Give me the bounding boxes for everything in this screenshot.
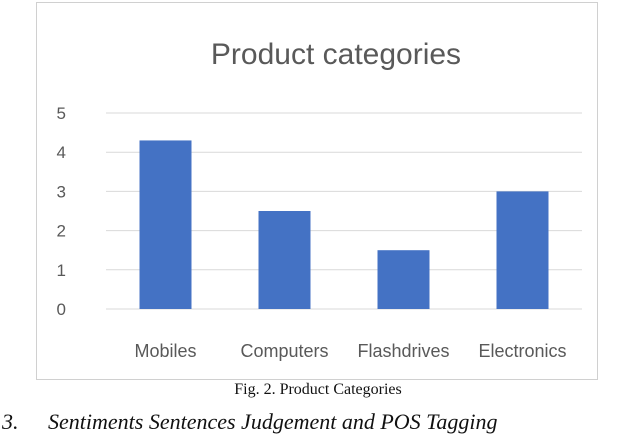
x-tick-label: Computers xyxy=(240,341,328,361)
bar-mobiles xyxy=(139,140,192,309)
y-tick-label: 2 xyxy=(57,222,66,241)
section-title: Sentiments Sentences Judgement and POS T… xyxy=(48,409,498,434)
bar-electronics xyxy=(496,191,549,309)
section-number: 3. xyxy=(2,409,19,434)
bar-chart: Product categories 0 1 2 3 4 5 Mobiles Computers… xyxy=(57,38,582,361)
y-tick-label: 4 xyxy=(57,143,66,162)
x-tick-label: Electronics xyxy=(478,341,566,361)
bar-computers xyxy=(258,211,311,309)
y-tick-label: 1 xyxy=(57,261,66,280)
chart-title: Product categories xyxy=(211,38,461,71)
figure-caption: Fig. 2. Product Categories xyxy=(234,381,402,398)
x-tick-label: Mobiles xyxy=(134,341,196,361)
x-tick-label: Flashdrives xyxy=(357,341,449,361)
y-tick-label: 5 xyxy=(57,104,66,123)
bar-flashdrives xyxy=(377,250,430,309)
y-tick-label: 3 xyxy=(57,182,66,201)
y-tick-label: 0 xyxy=(57,300,66,319)
